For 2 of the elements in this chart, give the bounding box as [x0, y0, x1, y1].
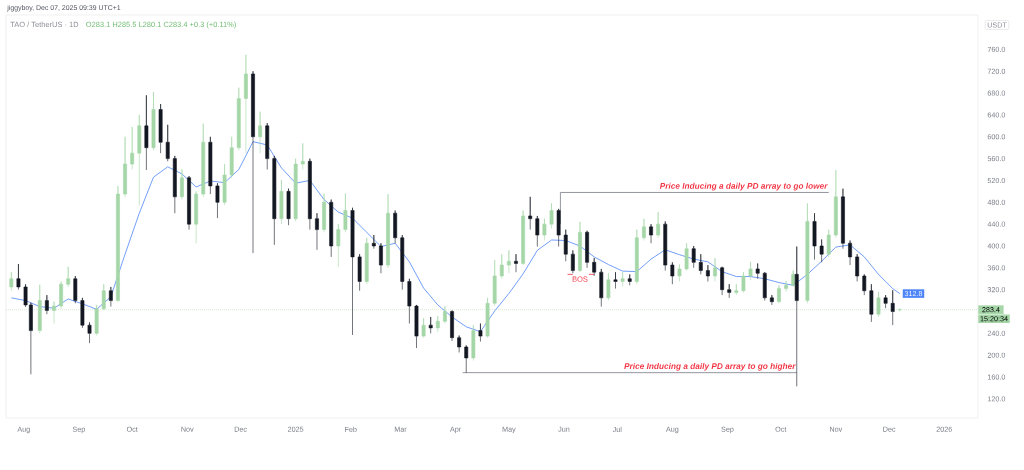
- annotation: Price Inducing a daily PD array to go lower: [659, 182, 828, 191]
- annotation: Price Inducing a daily PD array to go higher: [624, 362, 796, 371]
